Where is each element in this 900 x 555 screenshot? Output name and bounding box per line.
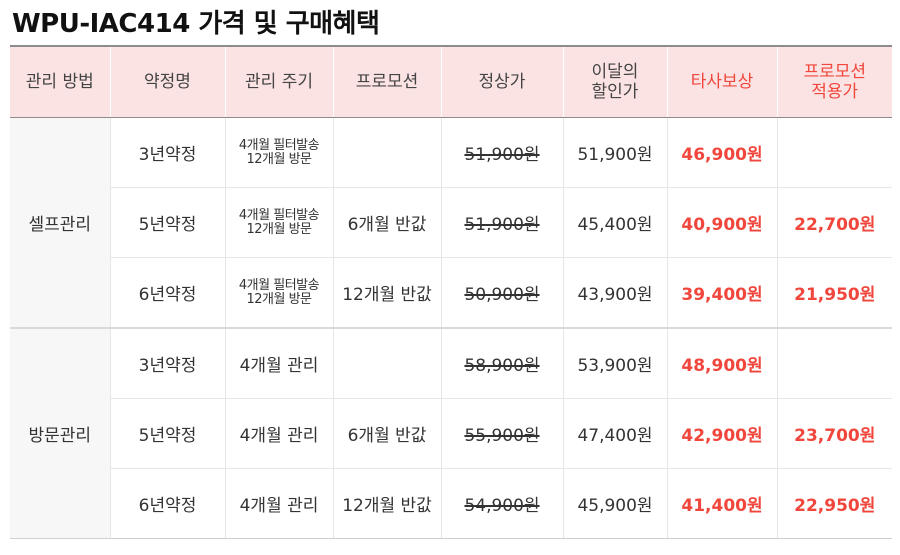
monthly-price-cell: 43,900원 [563,257,668,329]
page-title: WPU-IAC414 가격 및 구매혜택 [12,9,380,39]
header-promo: 프로모션 [333,45,442,118]
promo-cell: 6개월 반값 [333,187,442,258]
table-row: 셀프관리 3년약정 4개월 필터발송 12개월 방문 51,900원 51,900… [10,117,892,329]
trade-in-cell: 39,400원 [667,257,778,329]
promo-cell: 12개월 반값 [333,257,442,329]
promo-price-cell: 21,950원 [777,257,892,329]
cycle-cell: 4개월 필터발송 12개월 방문 [225,117,334,188]
cycle-cell: 4개월 필터발송 12개월 방문 [225,257,334,329]
cycle-cell: 4개월 관리 [225,328,334,399]
plan-cell: 5년약정 [110,187,226,258]
promo-price-cell: 23,700원 [777,398,892,469]
trade-in-cell: 48,900원 [667,328,778,399]
table-row: 6년약정 4개월 필터발송 12개월 방문 12개월 반값 50,900원 43,… [10,257,892,329]
regular-price-cell: 51,900원 [441,187,564,258]
monthly-price-cell: 47,400원 [563,398,668,469]
cycle-cell: 4개월 관리 [225,468,334,539]
promo-cell [333,117,442,188]
trade-in-cell: 41,400원 [667,468,778,539]
trade-in-cell: 40,900원 [667,187,778,258]
monthly-price-cell: 45,900원 [563,468,668,539]
header-regular-price: 정상가 [441,45,564,118]
table-row: 5년약정 4개월 관리 6개월 반값 55,900원 47,400원 42,90… [10,398,892,469]
plan-cell: 6년약정 [110,468,226,539]
promo-price-cell: 22,700원 [777,187,892,258]
regular-price-cell: 54,900원 [441,468,564,539]
method-cell-self: 셀프관리 [10,117,111,329]
header-promo-price: 프로모션 적용가 [777,45,892,118]
trade-in-cell: 42,900원 [667,398,778,469]
header-trade-in: 타사보상 [667,45,778,118]
promo-price-cell: 22,950원 [777,468,892,539]
table-header-row: 관리 방법 약정명 관리 주기 프로모션 정상가 이달의 할인가 타사보상 프로모… [10,45,892,118]
header-method: 관리 방법 [10,45,111,118]
trade-in-cell: 46,900원 [667,117,778,188]
promo-price-cell [777,117,892,188]
regular-price-cell: 51,900원 [441,117,564,188]
header-plan: 약정명 [110,45,226,118]
plan-cell: 6년약정 [110,257,226,329]
promo-cell: 6개월 반값 [333,398,442,469]
table-row: 방문관리 3년약정 4개월 관리 58,900원 53,900원 48,900원 [10,328,892,539]
cycle-cell: 4개월 필터발송 12개월 방문 [225,187,334,258]
promo-cell: 12개월 반값 [333,468,442,539]
regular-price-cell: 58,900원 [441,328,564,399]
plan-cell: 5년약정 [110,398,226,469]
plan-cell: 3년약정 [110,328,226,399]
table-row: 6년약정 4개월 관리 12개월 반값 54,900원 45,900원 41,4… [10,468,892,539]
monthly-price-cell: 51,900원 [563,117,668,188]
promo-price-cell [777,328,892,399]
regular-price-cell: 55,900원 [441,398,564,469]
method-cell-visit: 방문관리 [10,328,111,539]
promo-cell [333,328,442,399]
monthly-price-cell: 53,900원 [563,328,668,399]
header-monthly-price: 이달의 할인가 [563,45,668,118]
cycle-cell: 4개월 관리 [225,398,334,469]
header-cycle: 관리 주기 [225,45,334,118]
price-table: 관리 방법 약정명 관리 주기 프로모션 정상가 이달의 할인가 타사보상 프로모… [10,45,892,539]
regular-price-cell: 50,900원 [441,257,564,329]
table-row: 5년약정 4개월 필터발송 12개월 방문 6개월 반값 51,900원 45,4… [10,187,892,258]
monthly-price-cell: 45,400원 [563,187,668,258]
plan-cell: 3년약정 [110,117,226,188]
